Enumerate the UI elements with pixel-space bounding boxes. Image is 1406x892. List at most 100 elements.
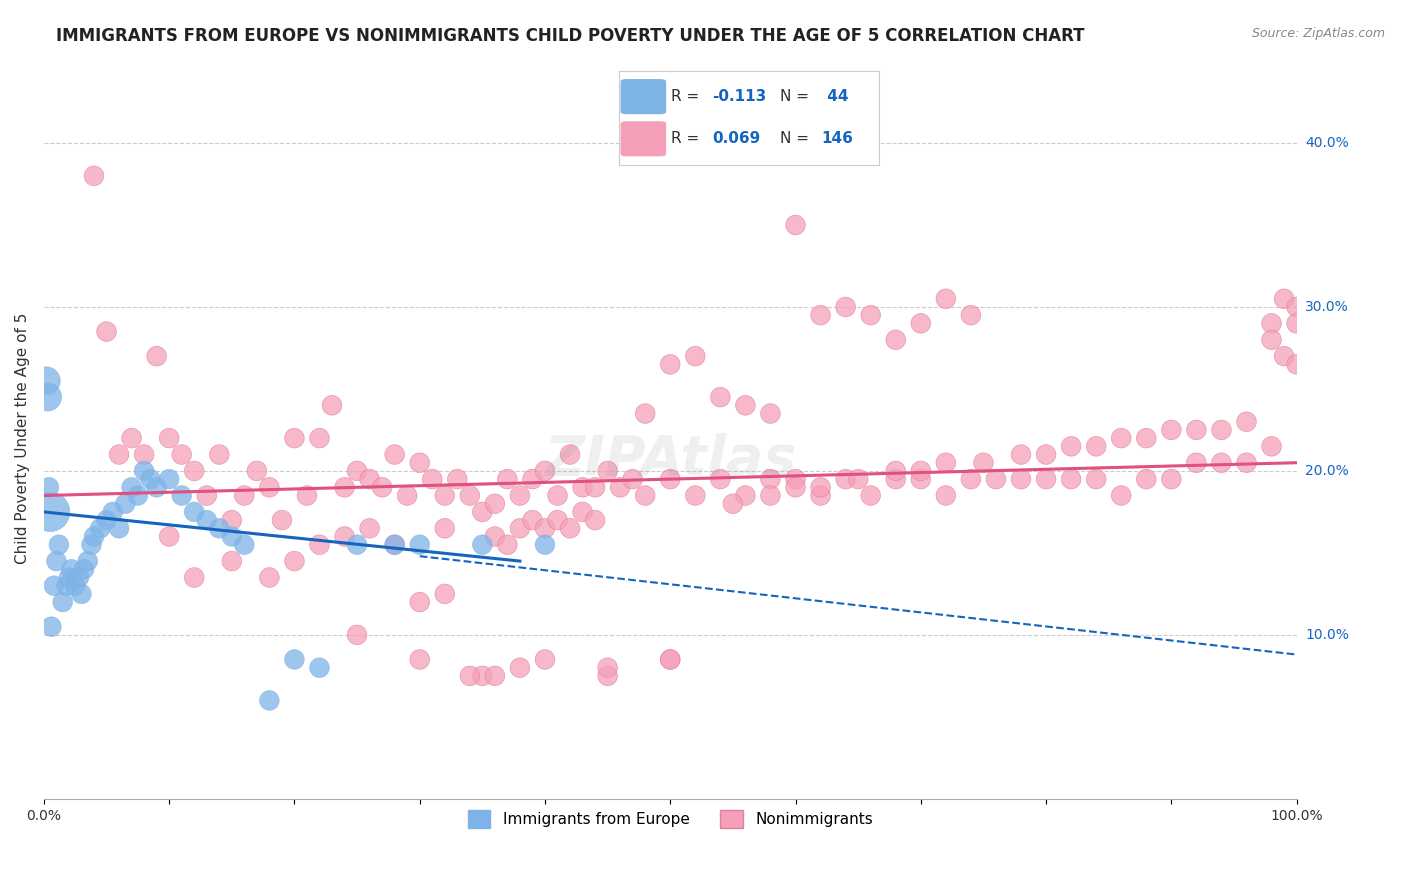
Point: [409, 456, 432, 470]
Text: 146: 146: [821, 131, 853, 146]
Text: 30.0%: 30.0%: [1305, 300, 1348, 314]
Point: [283, 652, 305, 666]
Point: [785, 472, 807, 486]
Point: [621, 472, 644, 486]
Point: [534, 652, 557, 666]
Point: [346, 628, 368, 642]
Point: [509, 489, 531, 503]
Point: [259, 480, 281, 494]
Point: [35, 374, 58, 388]
Point: [145, 349, 167, 363]
Point: [571, 505, 593, 519]
Point: [446, 472, 468, 486]
Point: [509, 661, 531, 675]
Point: [1285, 357, 1308, 371]
Point: [960, 472, 983, 486]
Point: [83, 169, 105, 183]
Point: [271, 513, 294, 527]
Point: [67, 570, 90, 584]
Legend: Immigrants from Europe, Nonimmigrants: Immigrants from Europe, Nonimmigrants: [461, 804, 879, 835]
Text: N =: N =: [780, 131, 814, 146]
Point: [183, 464, 205, 478]
Point: [910, 472, 932, 486]
Point: [208, 521, 231, 535]
Point: [884, 464, 907, 478]
FancyBboxPatch shape: [621, 79, 665, 113]
Point: [685, 349, 707, 363]
Point: [409, 652, 432, 666]
Point: [596, 669, 619, 683]
Point: [55, 579, 77, 593]
Text: -0.113: -0.113: [713, 89, 766, 104]
Point: [108, 448, 131, 462]
Point: [558, 521, 581, 535]
Point: [1185, 456, 1208, 470]
Point: [195, 489, 218, 503]
Point: [70, 587, 93, 601]
Point: [935, 489, 957, 503]
Point: [1260, 333, 1282, 347]
Point: [48, 538, 70, 552]
Point: [1135, 472, 1157, 486]
Point: [785, 218, 807, 232]
Point: [37, 390, 59, 404]
Point: [1160, 423, 1182, 437]
Point: [246, 464, 269, 478]
Point: [522, 472, 544, 486]
Text: 40.0%: 40.0%: [1305, 136, 1348, 150]
Point: [972, 456, 994, 470]
Point: [73, 562, 96, 576]
Point: [1035, 448, 1057, 462]
Point: [333, 529, 356, 543]
Point: [132, 464, 155, 478]
Point: [810, 308, 832, 322]
Point: [346, 464, 368, 478]
Point: [42, 579, 65, 593]
Point: [41, 620, 63, 634]
Point: [810, 489, 832, 503]
Point: [45, 554, 67, 568]
Point: [170, 489, 193, 503]
Point: [1060, 439, 1083, 453]
Point: [471, 669, 494, 683]
Point: [1260, 317, 1282, 331]
Point: [333, 480, 356, 494]
Point: [659, 357, 682, 371]
Text: 20.0%: 20.0%: [1305, 464, 1348, 478]
Point: [1085, 472, 1108, 486]
Point: [83, 529, 105, 543]
Point: [157, 529, 180, 543]
Text: IMMIGRANTS FROM EUROPE VS NONIMMIGRANTS CHILD POVERTY UNDER THE AGE OF 5 CORRELA: IMMIGRANTS FROM EUROPE VS NONIMMIGRANTS …: [56, 27, 1085, 45]
Point: [583, 513, 606, 527]
Point: [935, 456, 957, 470]
Point: [547, 513, 569, 527]
Point: [76, 554, 98, 568]
Point: [471, 538, 494, 552]
Point: [259, 693, 281, 707]
Point: [596, 661, 619, 675]
Point: [183, 570, 205, 584]
Point: [859, 308, 882, 322]
Point: [596, 464, 619, 478]
Point: [1272, 349, 1295, 363]
Point: [558, 448, 581, 462]
Point: [984, 472, 1007, 486]
Point: [1285, 300, 1308, 314]
Point: [1211, 423, 1233, 437]
Text: 0.069: 0.069: [713, 131, 761, 146]
Point: [1035, 472, 1057, 486]
Point: [734, 489, 756, 503]
Point: [634, 407, 657, 421]
Text: 10.0%: 10.0%: [1305, 628, 1348, 642]
Point: [1236, 415, 1258, 429]
Point: [910, 464, 932, 478]
Point: [884, 333, 907, 347]
Point: [659, 652, 682, 666]
Point: [1109, 431, 1132, 445]
Point: [221, 513, 243, 527]
Point: [935, 292, 957, 306]
Point: [458, 669, 481, 683]
Point: [396, 489, 419, 503]
Text: ZIPAtlas: ZIPAtlas: [544, 433, 796, 487]
Point: [295, 489, 318, 503]
